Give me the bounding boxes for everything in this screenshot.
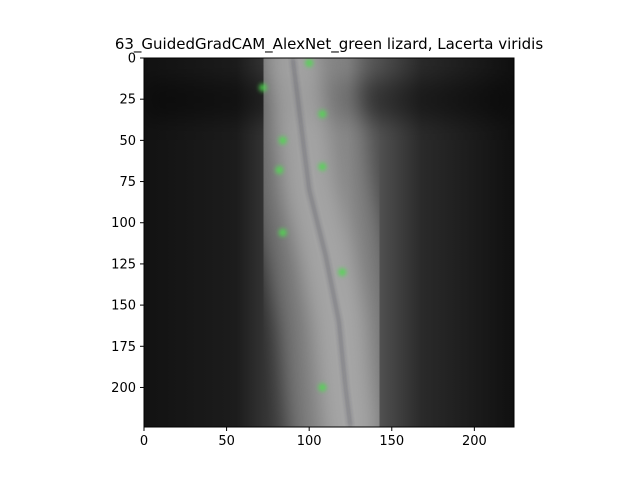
- plot-frame: [143, 57, 515, 428]
- x-axis: 0 50 100 150 200: [140, 427, 487, 449]
- green-dot-0: [305, 58, 314, 67]
- green-dot-6: [278, 228, 287, 237]
- y-tick-label: 175: [111, 340, 136, 355]
- x-tick-label: 200: [462, 434, 487, 449]
- x-tick-label: 50: [218, 434, 235, 449]
- green-dot-2: [318, 110, 327, 119]
- y-axis: 0 25 50 75 100 125 150 175 200: [111, 52, 144, 396]
- y-tick-label: 125: [111, 257, 136, 272]
- chart-title: 63_GuidedGradCAM_AlexNet_green lizard, L…: [115, 35, 543, 54]
- y-tick-label: 200: [111, 381, 136, 396]
- x-tick-label: 100: [297, 434, 322, 449]
- y-tick-label: 50: [119, 134, 136, 149]
- green-dot-5: [275, 166, 284, 175]
- y-tick-label: 0: [128, 52, 136, 67]
- green-dot-3: [278, 136, 287, 145]
- green-dot-1: [258, 83, 267, 92]
- green-dot-4: [318, 162, 327, 171]
- y-tick-label: 25: [119, 93, 136, 108]
- y-tick-label: 100: [111, 216, 136, 231]
- y-tick-label: 75: [119, 175, 136, 190]
- x-tick-label: 0: [140, 434, 148, 449]
- x-tick-label: 150: [379, 434, 404, 449]
- band-edge-line: [291, 58, 352, 427]
- y-tick-label: 150: [111, 299, 136, 314]
- heatmap-image: [144, 58, 514, 427]
- green-dot-7: [338, 268, 347, 277]
- green-dot-8: [318, 383, 327, 392]
